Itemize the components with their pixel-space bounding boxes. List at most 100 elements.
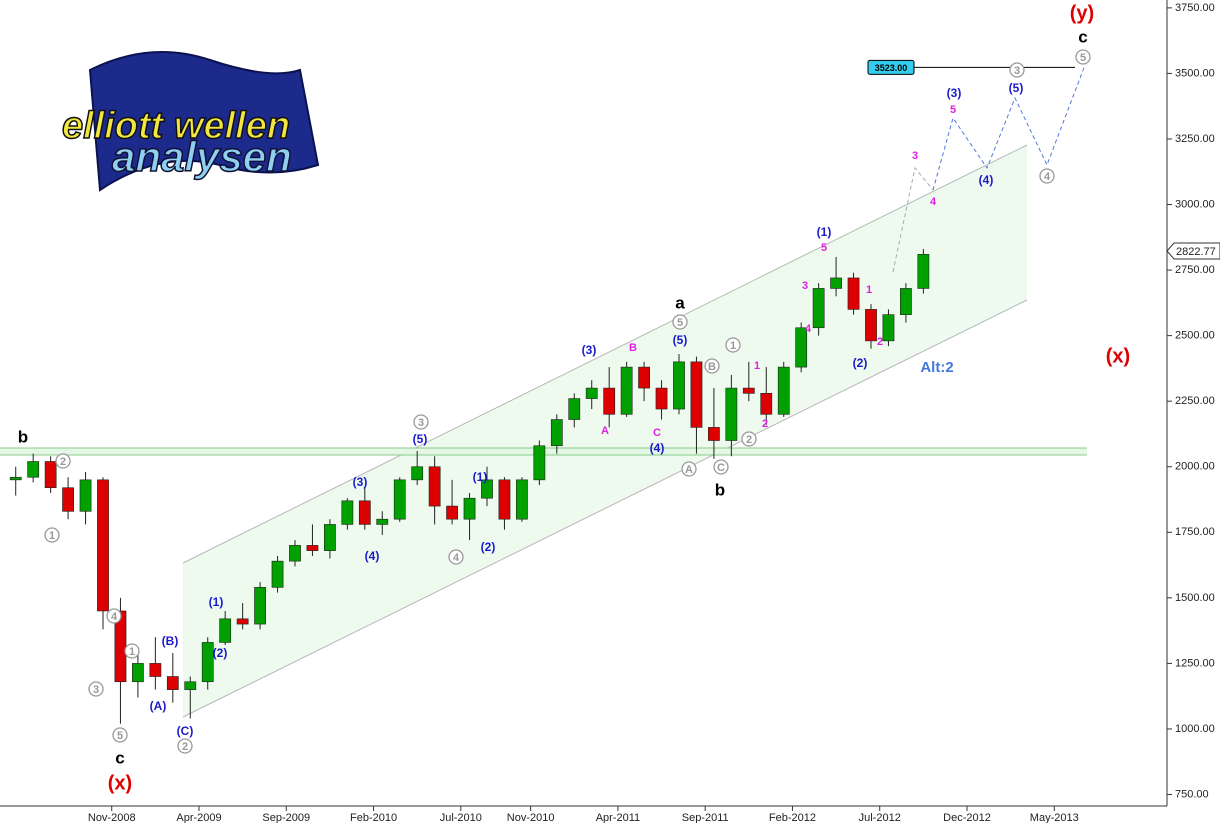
candle-body [97, 479, 109, 612]
x-tick-label: Feb-2012 [769, 812, 816, 823]
candle-body [777, 366, 790, 415]
wave-label: (5) [1009, 81, 1024, 95]
wave-label: 3 [1014, 65, 1020, 77]
candle-body [271, 560, 284, 588]
wave-label: (C) [177, 724, 194, 738]
wave-label: 3 [418, 417, 424, 429]
wave-label: 1 [49, 530, 55, 542]
wave-label: (3) [582, 343, 597, 357]
candle-body [882, 314, 895, 342]
candle-body [393, 479, 406, 520]
x-tick-label: May-2013 [1030, 812, 1079, 823]
channel-lower [182, 299, 1028, 718]
candle-body [742, 387, 755, 394]
candle-body [44, 461, 57, 489]
wave-circle [106, 608, 122, 624]
candle-body [516, 479, 528, 520]
candle-body [289, 545, 301, 562]
candle-body [708, 427, 720, 441]
projection-gray [892, 166, 934, 273]
wave-label: 3 [802, 280, 808, 292]
candle-body [655, 387, 668, 410]
y-tick-label: 3250.00 [1175, 133, 1215, 145]
candle-body [341, 500, 354, 525]
candle-body [254, 587, 266, 625]
candle-body [498, 479, 511, 520]
wave-circle [672, 314, 688, 330]
wave-circle [725, 337, 741, 353]
candle-body [533, 445, 546, 481]
y-tick-label: 2250.00 [1175, 395, 1215, 407]
wave-label: 2 [182, 741, 188, 753]
wave-label: (3) [353, 475, 368, 489]
candle-body [760, 393, 773, 415]
wave-label: 3 [912, 150, 918, 162]
wave-circle [741, 431, 757, 447]
wave-label: 4 [453, 552, 460, 564]
wave-label: C [717, 462, 725, 474]
candle-body [149, 663, 162, 677]
x-tick-label: Nov-2010 [507, 812, 555, 823]
wave-label: 4 [1044, 171, 1051, 183]
candle-body [690, 361, 703, 428]
candle-body [324, 524, 336, 551]
y-tick-label: 3500.00 [1175, 67, 1215, 79]
wave-label: 2 [762, 418, 768, 430]
wave-label: (1) [817, 225, 832, 239]
wave-label: (y) [1070, 2, 1094, 24]
candle-body [446, 505, 458, 520]
wave-label: b [18, 427, 28, 446]
wave-label: C [653, 427, 661, 439]
candle-body [236, 618, 249, 625]
candle-body [79, 479, 92, 512]
candle-body [463, 497, 476, 520]
candle-body [62, 487, 74, 512]
wave-label: (1) [209, 595, 224, 609]
wave-label: 5 [950, 104, 956, 116]
candle-body [376, 518, 389, 525]
wave-label: B [629, 342, 637, 354]
last-price-label: 2822.77 [1176, 246, 1216, 258]
candle-body [201, 642, 214, 683]
last-price-box [1166, 242, 1220, 260]
wave-label: 1 [754, 360, 760, 372]
wave-label: 2 [746, 434, 752, 446]
wave-circle [704, 358, 720, 374]
wave-circle [112, 727, 128, 743]
target-label: 3523.00 [875, 63, 908, 73]
wave-label: b [715, 480, 725, 499]
wave-label: (4) [650, 441, 665, 455]
x-tick-label: Nov-2008 [88, 812, 136, 823]
candle-body [847, 277, 860, 310]
candle-body [638, 366, 650, 389]
candle-body [568, 398, 581, 420]
wave-circle [1075, 49, 1091, 65]
wave-label: 5 [677, 317, 683, 329]
candle-body [9, 476, 22, 481]
wave-label: c [115, 748, 124, 767]
candle-body [865, 309, 877, 342]
x-tick-label: Jul-2010 [440, 812, 482, 823]
wave-label: (4) [979, 173, 994, 187]
candle-body [166, 676, 179, 690]
wave-label: 4 [805, 323, 812, 335]
projection-blue [932, 64, 1086, 191]
wave-label: 5 [821, 242, 827, 254]
candle-body [795, 327, 808, 368]
wave-label: (1) [473, 470, 488, 484]
y-tick-label: 3750.00 [1175, 2, 1215, 14]
y-tick-label: 2750.00 [1175, 264, 1215, 276]
wave-label: (A) [150, 699, 167, 713]
candle-body [830, 277, 842, 289]
wave-label: (2) [853, 356, 868, 370]
candle-body [917, 254, 930, 289]
wave-label: (3) [947, 86, 962, 100]
candle-body [673, 361, 685, 410]
wave-label: 1 [129, 646, 135, 658]
wave-circle [177, 738, 193, 754]
candle-body [585, 387, 598, 399]
wave-label: c [1078, 27, 1087, 46]
wave-label: A [601, 425, 609, 437]
logo-text: analysen [112, 133, 292, 180]
